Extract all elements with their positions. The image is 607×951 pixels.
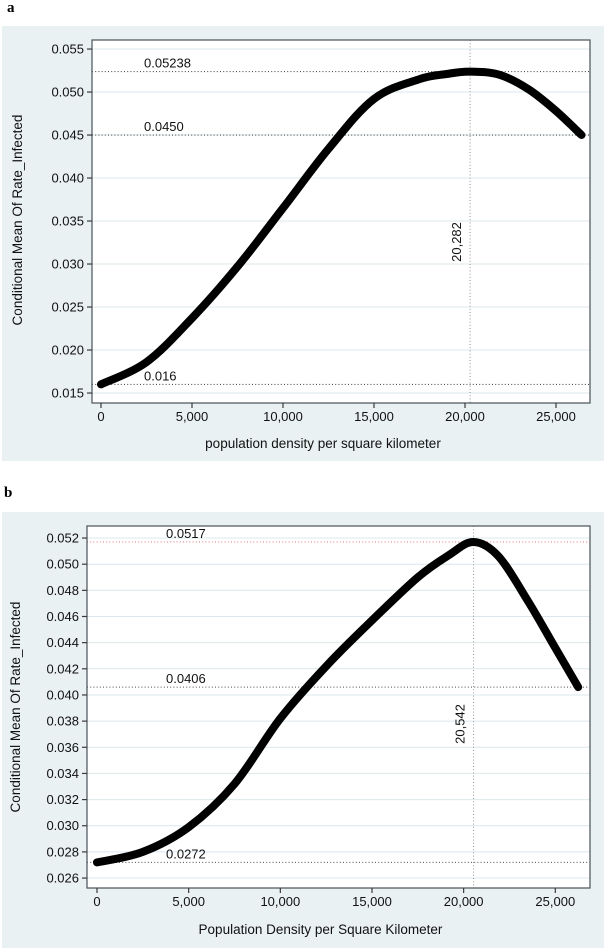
annotation-label: 0.0406 bbox=[166, 671, 206, 686]
y-tick-label: 0.035 bbox=[51, 214, 84, 229]
x-axis-title: Population Density per Square Kilometer bbox=[199, 922, 443, 937]
annotation-label: 0.0272 bbox=[166, 846, 206, 861]
y-tick-label: 0.044 bbox=[46, 635, 79, 650]
x-tick-label: 5,000 bbox=[172, 894, 205, 909]
peak-x-label: 20,542 bbox=[453, 704, 468, 744]
x-tick-label: 0 bbox=[93, 894, 100, 909]
x-tick-label: 25,000 bbox=[536, 409, 576, 424]
x-tick-label: 5,000 bbox=[176, 409, 209, 424]
x-axis-title: population density per square kilometer bbox=[205, 436, 441, 451]
peak-x-label: 20,282 bbox=[449, 222, 464, 262]
y-axis-title: Conditional Mean Of Rate_Infected bbox=[10, 115, 25, 326]
curve bbox=[97, 67, 586, 389]
y-axis-title: Conditional Mean Of Rate_Infected bbox=[8, 602, 23, 813]
annotation-label: 0.016 bbox=[144, 368, 177, 383]
x-tick-label: 25,000 bbox=[535, 894, 575, 909]
y-tick-label: 0.038 bbox=[46, 714, 79, 729]
curve bbox=[93, 538, 583, 867]
y-tick-label: 0.030 bbox=[51, 257, 84, 272]
chart-a: 0.052380.04500.01620,2820.0550.0500.0450… bbox=[10, 39, 591, 451]
y-tick-label: 0.025 bbox=[51, 300, 84, 315]
y-tick-label: 0.028 bbox=[46, 844, 79, 859]
x-tick-label: 20,000 bbox=[444, 894, 484, 909]
y-tick-label: 0.026 bbox=[46, 871, 79, 886]
x-tick-label: 0 bbox=[97, 409, 104, 424]
x-tick-label: 10,000 bbox=[263, 409, 303, 424]
annotation-label: 0.05238 bbox=[144, 56, 191, 71]
x-tick-label: 20,000 bbox=[445, 409, 485, 424]
y-tick-label: 0.040 bbox=[51, 171, 84, 186]
y-tick-label: 0.050 bbox=[46, 557, 79, 572]
x-tick-label: 15,000 bbox=[354, 409, 394, 424]
y-tick-label: 0.040 bbox=[46, 687, 79, 702]
panel-label-b: b bbox=[4, 485, 13, 501]
y-tick-label: 0.048 bbox=[46, 583, 79, 598]
chart-b: 0.0517 0.0406 0.0272 20,542 0.052 0.050 0.048 0… bbox=[8, 525, 591, 937]
plot-area bbox=[87, 526, 590, 888]
y-tick-label: 0.034 bbox=[46, 766, 79, 781]
x-tick-label: 15,000 bbox=[352, 894, 392, 909]
y-tick-label: 0.036 bbox=[46, 740, 79, 755]
panel-label-a: a bbox=[7, 0, 15, 16]
y-tick-label: 0.032 bbox=[46, 792, 79, 807]
axis-box bbox=[86, 525, 591, 889]
y-tick-label: 0.055 bbox=[51, 42, 84, 57]
y-tick-label: 0.030 bbox=[46, 818, 79, 833]
y-tick-label: 0.015 bbox=[51, 386, 84, 401]
annotation-label: 0.0450 bbox=[144, 119, 184, 134]
y-tick-label: 0.050 bbox=[51, 85, 84, 100]
y-tick-label: 0.046 bbox=[46, 609, 79, 624]
x-tick-label: 10,000 bbox=[260, 894, 300, 909]
y-tick-label: 0.042 bbox=[46, 661, 79, 676]
y-tick-label: 0.045 bbox=[51, 128, 84, 143]
y-tick-label: 0.052 bbox=[46, 531, 79, 546]
annotation-label: 0.0517 bbox=[166, 526, 206, 541]
y-tick-label: 0.020 bbox=[51, 343, 84, 358]
